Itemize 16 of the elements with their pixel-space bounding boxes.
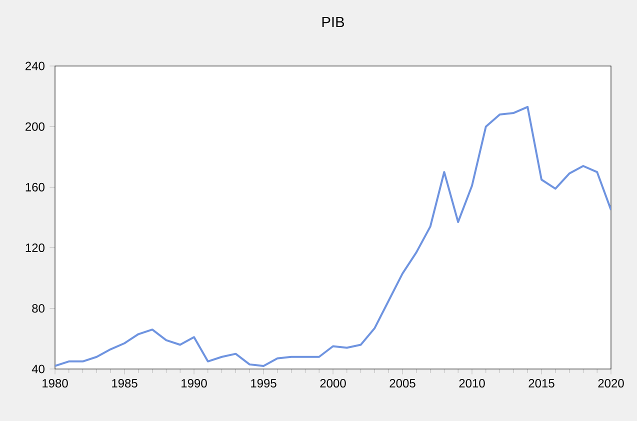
y-tick-label: 200	[26, 122, 44, 131]
y-tick-label: 80	[32, 304, 44, 313]
x-tick-label: 2015	[528, 379, 554, 388]
chart-title: PIB	[322, 16, 344, 28]
y-tick-label: 160	[26, 182, 44, 192]
y-tick-label: 120	[26, 244, 44, 252]
x-tick-label: 1990	[182, 379, 207, 388]
x-tick-label: 2005	[390, 379, 416, 388]
y-tick-label: 240	[26, 62, 44, 70]
y-tick-label: 40	[32, 364, 44, 374]
x-tick-label: 2000	[320, 379, 346, 388]
x-tick-label: 1980	[42, 379, 68, 388]
x-tick-label: 2010	[459, 379, 485, 388]
x-tick-label: 2020	[598, 379, 624, 388]
x-tick-label: 1985	[112, 379, 138, 388]
x-tick-label: 1995	[251, 379, 276, 388]
